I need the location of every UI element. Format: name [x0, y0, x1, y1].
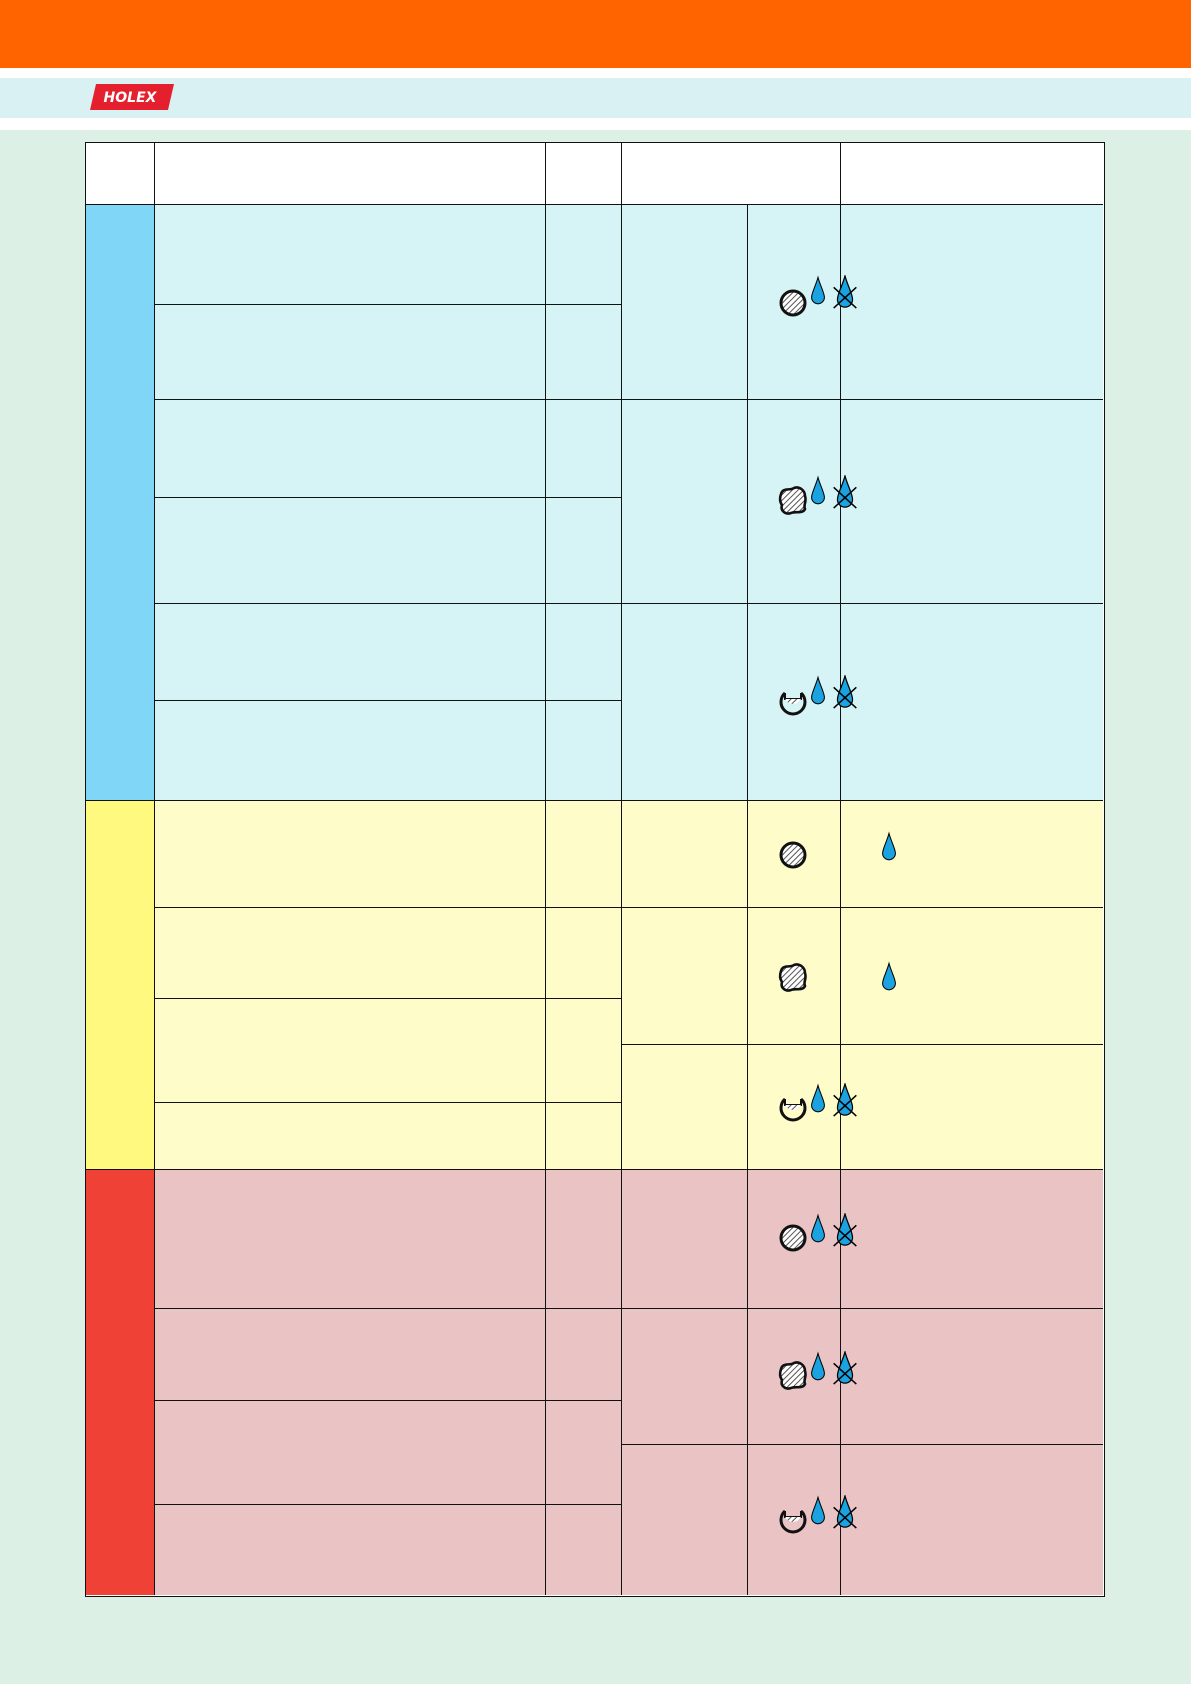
table-icons [778, 275, 896, 1534]
tube-profile-icon [779, 691, 807, 716]
irregular-profile-icon [778, 1361, 807, 1390]
row-divider [154, 304, 621, 305]
tube-profile-icon [779, 1097, 807, 1122]
group-stripe-blue [86, 205, 154, 800]
row-divider [154, 700, 621, 701]
row-divider [154, 1400, 621, 1401]
coolant-wet-icon [811, 1084, 825, 1113]
row-divider [154, 1504, 621, 1505]
table-header-row [86, 143, 1103, 205]
coolant-dry-icon [832, 275, 858, 309]
svg-text:HOLEX: HOLEX [104, 90, 158, 106]
group-body-red [154, 1169, 1103, 1595]
irregular-profile-icon [778, 963, 807, 992]
section-divider [154, 907, 1103, 908]
coolant-dry-icon [832, 1495, 858, 1529]
coolant-dry-icon [832, 1083, 858, 1117]
coolant-wet-icon [882, 832, 896, 861]
coolant-dry-icon [832, 675, 858, 709]
coolant-dry-icon [832, 1213, 858, 1247]
group-stripe-red [86, 1169, 154, 1595]
group-stripe-yellow [86, 800, 154, 1169]
coolant-wet-icon [882, 962, 896, 991]
column-divider [621, 143, 622, 1595]
coolant-dry-icon [832, 475, 858, 509]
tube-profile-icon [779, 1509, 807, 1534]
round-bar-icon [779, 1224, 807, 1252]
divider [0, 68, 1191, 78]
section-divider [154, 1308, 1103, 1309]
divider [0, 118, 1191, 130]
column-divider [840, 143, 841, 1595]
row-divider [154, 497, 621, 498]
group-divider [86, 1169, 1103, 1170]
section-divider [621, 1444, 1103, 1445]
column-divider [154, 143, 155, 1595]
brand-strip [0, 78, 1191, 118]
coolant-dry-icon [832, 1351, 858, 1385]
column-divider [747, 205, 748, 1595]
coolant-wet-icon [811, 276, 825, 305]
coolant-wet-icon [811, 676, 825, 705]
selection-table [85, 142, 1105, 1597]
column-divider [545, 143, 546, 1595]
round-bar-icon [779, 841, 807, 869]
top-color-bar [0, 0, 1191, 68]
row-divider [154, 998, 621, 999]
section-divider [621, 1044, 1103, 1045]
row-divider [154, 1102, 621, 1103]
holex-logo: HOLEX [90, 84, 174, 110]
section-divider [154, 399, 1103, 400]
coolant-wet-icon [811, 1214, 825, 1243]
section-divider [154, 603, 1103, 604]
coolant-wet-icon [811, 476, 825, 505]
round-bar-icon [779, 289, 807, 317]
irregular-profile-icon [778, 486, 807, 515]
coolant-wet-icon [811, 1496, 825, 1525]
group-divider [86, 800, 1103, 801]
group-body-yellow [154, 800, 1103, 1169]
coolant-wet-icon [811, 1352, 825, 1381]
